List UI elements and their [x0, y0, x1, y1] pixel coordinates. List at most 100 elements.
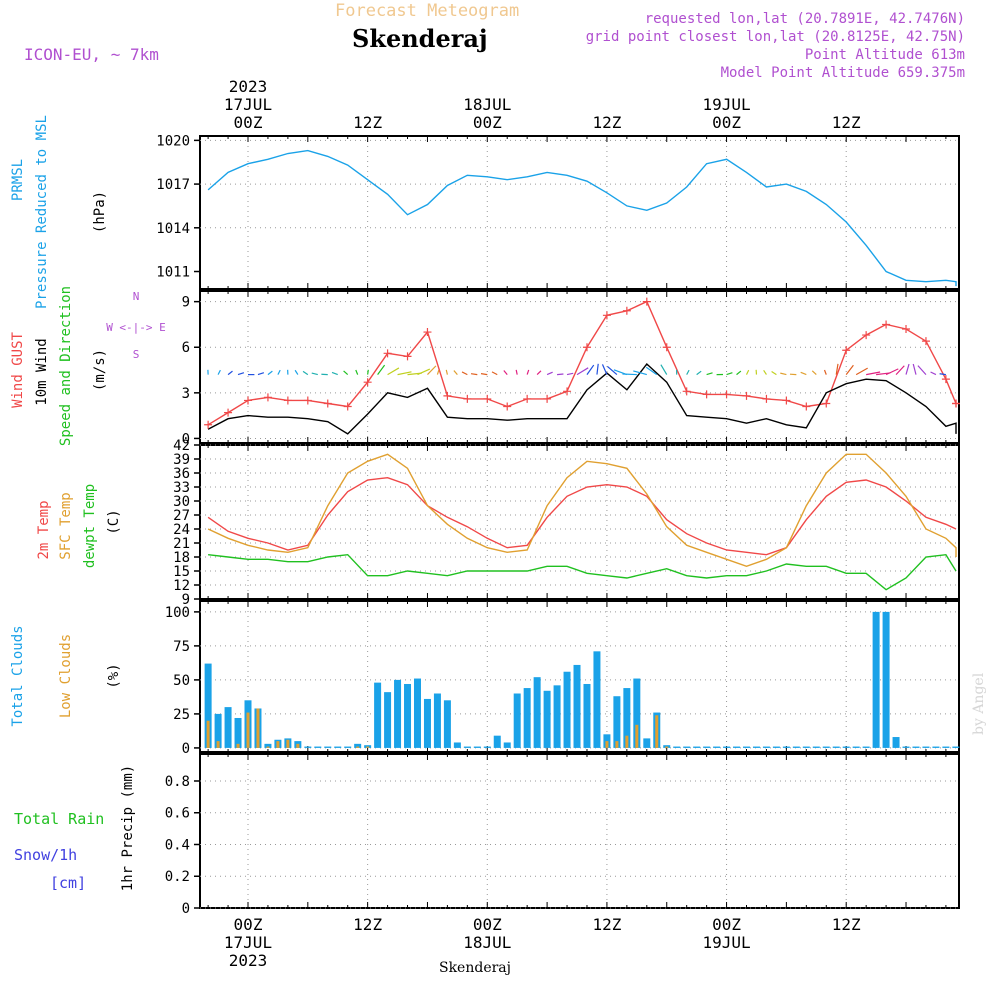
precip-unit: 1hr Precip (mm) [120, 765, 136, 891]
total-clouds-bar [394, 679, 402, 748]
wind-gust-point [941, 375, 950, 384]
total-clouds-bar [762, 746, 770, 748]
wind-direction-arrow [835, 363, 839, 375]
wind-gust-line [207, 300, 957, 426]
requested-coords: requested lon,lat (20.7891E, 42.7476N) [645, 11, 965, 27]
grid-point-coords: grid point closest lon,lat (20.8125E, 42… [586, 29, 965, 45]
y-tick-label: 0 [182, 901, 190, 917]
total-clouds-bar [892, 737, 900, 748]
total-clouds-bar [503, 742, 511, 748]
y-tick-label: 1011 [156, 265, 190, 281]
total-clouds-bar [693, 746, 701, 748]
y-tick-label: 0.4 [165, 837, 190, 853]
low-clouds-bar [216, 741, 220, 748]
wind-direction-arrow [696, 370, 702, 376]
wind-gust-point [762, 394, 771, 403]
wind-gust-point [443, 391, 452, 400]
total-clouds-bar [683, 746, 691, 748]
top-hour-label: 12Z [832, 113, 861, 132]
total-clouds-bar [493, 735, 501, 748]
y-tick-label: 0.2 [165, 869, 190, 885]
wind-gust-point [244, 396, 252, 405]
total-clouds-bar [583, 683, 591, 748]
total-clouds-bar [703, 746, 711, 748]
wind-direction-arrow [546, 371, 553, 376]
total-clouds-bar [523, 688, 531, 748]
y-tick-label: 0 [182, 741, 190, 757]
footer-station: Skenderaj [439, 960, 511, 976]
low-clouds-bar [625, 735, 629, 748]
wind-gust-point [602, 311, 611, 320]
total-clouds-bar [304, 746, 312, 748]
wind-gust-point [682, 387, 691, 396]
top-day-label: 19JUL [702, 95, 750, 114]
compass-south: S [133, 348, 140, 361]
total-clouds-bar [384, 692, 392, 748]
wind-gust-point [742, 391, 751, 400]
snow-legend: Snow/1h [14, 846, 77, 864]
wind-direction-arrow [586, 364, 595, 375]
wind-direction-arrow [645, 366, 658, 376]
total-clouds-bar [633, 678, 641, 748]
wind-gust-point [902, 325, 911, 333]
low-clouds-bar [276, 741, 280, 748]
wind-gust-point [563, 387, 572, 396]
total-clouds-bar [862, 746, 870, 748]
top-day-label: 17JUL [224, 95, 272, 114]
bottom-year-label: 2023 [229, 951, 268, 970]
wind-gust-point [343, 402, 352, 411]
wind-direction-arrow [417, 368, 431, 376]
y-tick-label: 36 [173, 466, 190, 482]
total-clouds-bar [912, 746, 920, 748]
total-clouds-bar [413, 678, 421, 748]
panel-frame-pressure [199, 135, 960, 290]
wind-direction-arrow [622, 373, 637, 376]
wind-direction-arrow [397, 371, 412, 376]
wind-direction-arrow [745, 369, 750, 375]
y-tick-label: 18 [173, 550, 190, 566]
axis-ticks: 1020101710141011963042393633302724211815… [156, 133, 947, 917]
low-clouds-label: Low Clouds [58, 634, 74, 718]
total-clouds-bar [324, 746, 332, 748]
total-clouds-bar [374, 682, 382, 748]
wind-direction-arrow [780, 372, 787, 376]
panel-frame-clouds [199, 600, 960, 753]
wind-gust-point [842, 346, 851, 355]
wind-direction-arrow [536, 370, 542, 376]
total-clouds-bar [822, 746, 830, 748]
total-clouds-bar [593, 651, 601, 748]
total-clouds-bar [882, 611, 890, 748]
low-clouds-bar [635, 724, 639, 748]
y-tick-label: 39 [173, 452, 190, 468]
wind-direction-arrow [277, 369, 281, 375]
wind-direction-arrow [885, 368, 899, 376]
total-clouds-bar [603, 734, 611, 748]
panel-frame-temp [199, 444, 960, 600]
total-clouds-bar [752, 746, 760, 748]
wind-direction-arrow [526, 369, 530, 375]
clouds-unit: (%) [106, 663, 122, 688]
wind-gust-point [802, 402, 811, 411]
wind-direction-arrow [503, 370, 508, 375]
y-tick-label: 0.8 [165, 774, 190, 790]
low-clouds-bar [206, 720, 210, 748]
wind-direction-arrow [912, 363, 917, 375]
total-clouds-bar [543, 690, 551, 748]
wind-direction-arrow [453, 370, 458, 375]
wind-direction-arrow [445, 369, 448, 375]
wind-direction-arrow [633, 370, 647, 376]
total-clouds-bar [334, 746, 342, 748]
y-tick-label: 9 [182, 295, 190, 311]
total-clouds-bar [224, 707, 232, 748]
total-clouds-bar [942, 746, 950, 748]
signature: by Angel [971, 672, 987, 735]
y-tick-label: 1017 [156, 177, 190, 193]
wind-direction-arrow [811, 370, 817, 376]
wind-gust-point [204, 420, 213, 429]
low-clouds-bar [615, 741, 619, 748]
wind-direction-arrow [895, 365, 905, 376]
total-clouds-bar [573, 664, 581, 748]
wind-direction-arrow [845, 364, 854, 375]
total-clouds-bar [553, 685, 561, 748]
pressure-label-2: Pressure Reduced to MSL [34, 115, 50, 309]
